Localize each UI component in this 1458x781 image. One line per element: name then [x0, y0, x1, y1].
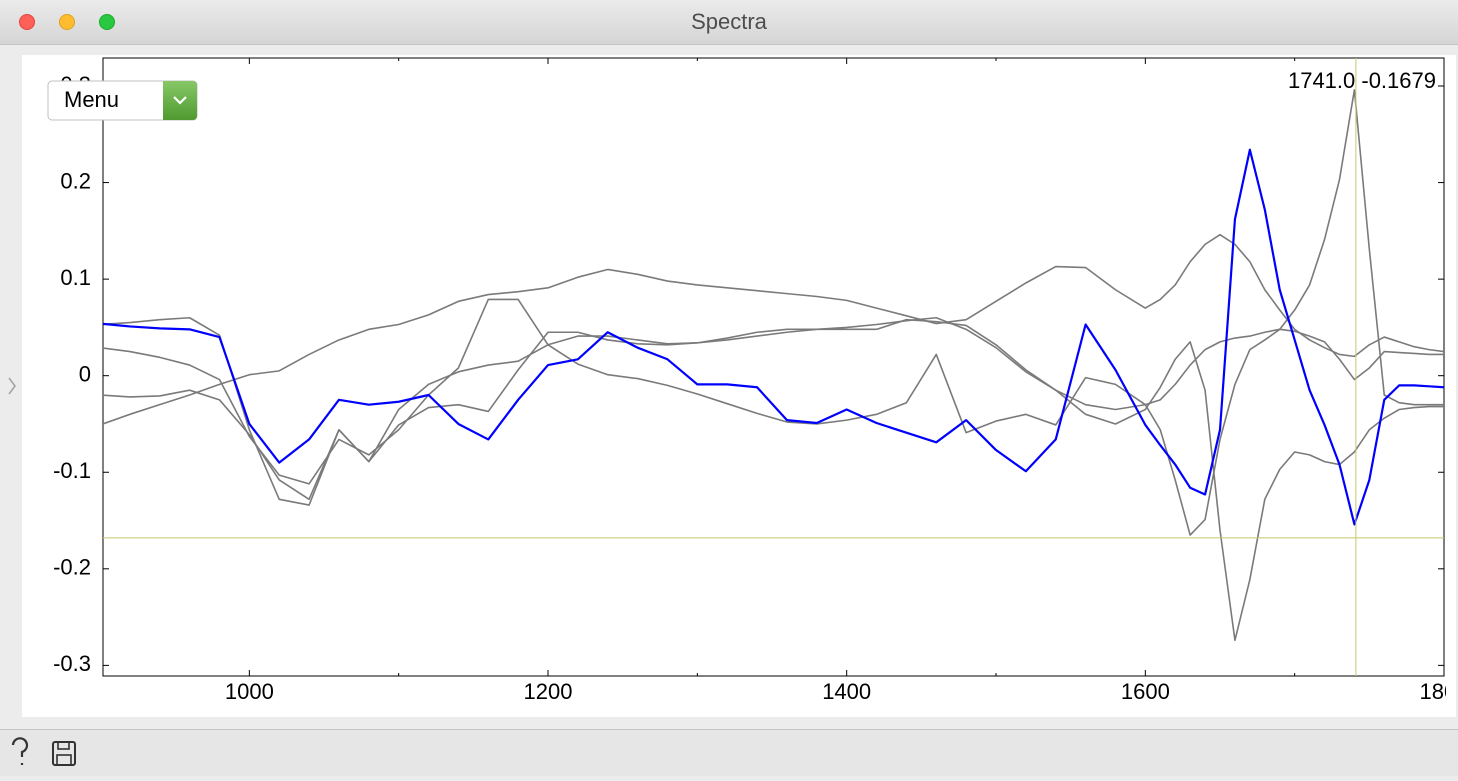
window-title: Spectra [691, 9, 768, 34]
status-bar [0, 730, 1458, 776]
y-tick-label: 0.2 [60, 168, 91, 193]
save-icon[interactable] [52, 741, 76, 766]
tick-labels: -0.3-0.2-0.100.10.20.3100012001400160018… [53, 72, 1458, 704]
save-icon-shutter [57, 741, 70, 750]
help-icon[interactable] [11, 737, 29, 765]
x-tick-label: 1600 [1121, 679, 1170, 704]
plot-lines [103, 89, 1444, 642]
spectrum-line [103, 318, 1444, 642]
menu-arrow-box[interactable] [163, 81, 197, 120]
y-tick-label: 0.1 [60, 265, 91, 290]
spectrum-line [103, 316, 1444, 506]
x-tick-label: 1000 [225, 679, 274, 704]
crosshair: 1741.0 -0.1679 [103, 58, 1444, 676]
close-button[interactable] [19, 14, 35, 30]
crosshair-label: 1741.0 -0.1679 [1288, 68, 1436, 93]
spectrum-line [103, 89, 1444, 536]
menu-chevron [173, 96, 187, 105]
plot-frame [102, 57, 1445, 677]
save-icon-label [56, 754, 72, 766]
minimize-button[interactable] [59, 14, 75, 30]
x-tick-label: 1800 [1420, 679, 1458, 704]
menu-label[interactable]: Menu [64, 87, 119, 112]
y-tick-label: -0.3 [53, 651, 91, 676]
x-tick-label: 1400 [822, 679, 871, 704]
side-panel-toggle[interactable] [8, 377, 16, 395]
y-tick-label: 0 [79, 362, 91, 387]
spectrum-line [103, 148, 1444, 526]
menu-button[interactable]: Menu [47, 80, 198, 121]
axes [102, 57, 1445, 677]
y-tick-label: -0.2 [53, 555, 91, 580]
zoom-button[interactable] [99, 14, 115, 30]
x-tick-label: 1200 [524, 679, 573, 704]
title-bar [0, 0, 1458, 44]
y-tick-label: -0.1 [53, 458, 91, 483]
